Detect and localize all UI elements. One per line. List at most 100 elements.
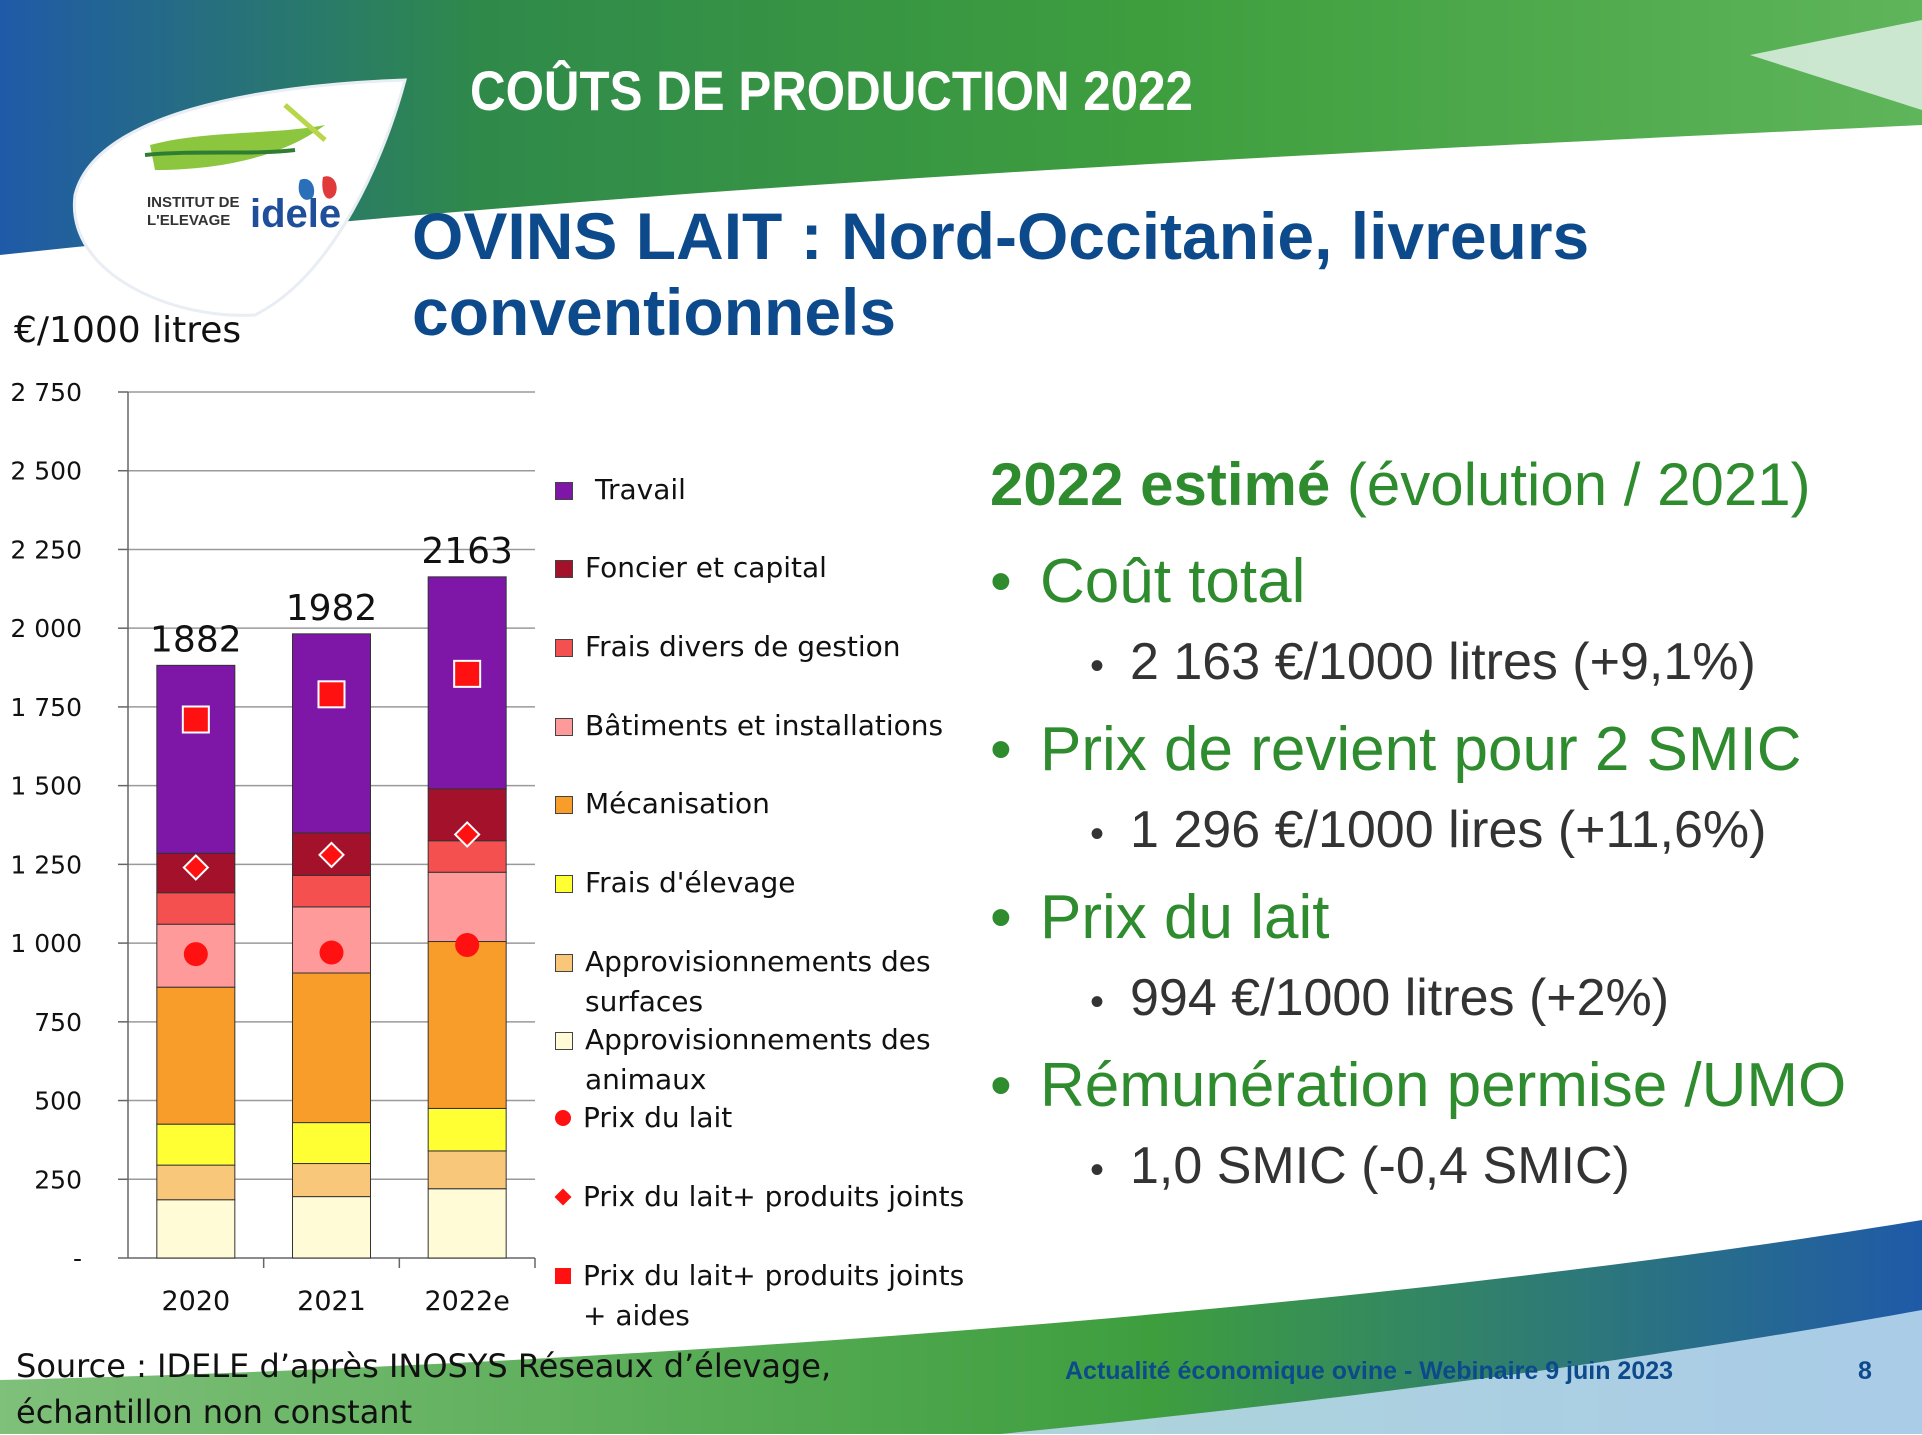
y-tick-label: 1 250 [10,850,82,879]
header-background [0,0,1922,255]
marker-produits-joints-aides [317,680,346,709]
detail-text: 1,0 SMIC (-0,4 SMIC) [1130,1137,1630,1195]
y-tick-label: - [73,1244,82,1273]
x-tick-label: 2022e [425,1286,510,1317]
y-tick-label: 1 750 [10,693,82,722]
bar-segment [156,892,236,925]
legend-label: Approvisionnements des surfaces [585,945,931,1018]
legend-label: Prix du lait+ produits joints + aides [583,1259,965,1332]
y-tick-label: 2 000 [10,614,82,643]
bar-segment [427,941,507,1109]
bar-segment [292,1196,371,1259]
bullet-remuneration: • Rémunération permise /UMO [990,1051,1847,1120]
legend-item: Prix du lait+ produits joints [554,1177,965,1217]
legend-item: Frais d'élevage [555,863,795,903]
logo-text-line1: INSTITUT DE [147,194,240,211]
legend-swatch [554,1188,572,1206]
bullet-prix-du-lait: • Prix du lait [990,883,1330,952]
summary-title-rest: (évolution / 2021) [1330,451,1811,518]
legend-label: Approvisionnements des animaux [585,1023,931,1096]
source-note: Source : IDELE d’après INOSYS Réseaux d’… [16,1347,832,1431]
legend-swatch [555,1268,571,1284]
page-number: 8 [1858,1357,1872,1385]
bar-segment [427,871,507,943]
legend-swatch [555,482,573,500]
bar-segment [156,1199,236,1259]
detail-cout-total: • 2 163 €/1000 litres (+9,1%) [1090,633,1756,691]
legend-item: Foncier et capital [555,548,827,588]
marker-prix-du-lait [183,942,208,967]
detail-prix-de-revient: • 1 296 €/1000 lires (+11,6%) [1090,801,1767,859]
legend-label: Travail [595,473,686,506]
bar-segment [156,986,236,1125]
bullet-label: Coût total [1040,547,1306,616]
legend-item: Mécanisation [555,784,770,824]
total-label: 1882 [150,619,242,660]
y-tick-label: 250 [34,1165,82,1194]
marker-prix-du-lait [319,940,344,965]
bullet-label: Prix du lait [1040,883,1330,952]
summary-title: 2022 estimé (évolution / 2021) [990,450,1811,519]
legend-item: Frais divers de gestion [555,627,900,667]
bar-segment [292,1122,371,1165]
marker-produits-joints-aides [453,659,482,688]
legend-item: Approvisionnements des animaux [555,1020,985,1100]
detail-text: 994 €/1000 litres (+2%) [1130,969,1670,1027]
logo-brand: idele [250,192,341,236]
detail-text: 1 296 €/1000 lires (+11,6%) [1130,801,1767,859]
detail-remuneration: • 1,0 SMIC (-0,4 SMIC) [1090,1137,1630,1195]
bar-segment [427,1188,507,1259]
x-tick-label: 2021 [297,1286,366,1317]
y-tick-label: 2 500 [10,457,82,486]
slide-title: COÛTS DE PRODUCTION 2022 [470,59,1193,122]
legend-label: Mécanisation [585,787,770,820]
bar-segment [292,874,371,908]
legend-swatch [555,718,573,736]
y-tick-label: 2 750 [10,378,82,407]
legend-item: Prix du lait [555,1098,732,1138]
page-title: OVINS LAIT : Nord-Occitanie, livreurs co… [412,199,1590,349]
total-label: 1982 [286,588,378,629]
bullet-label: Prix de revient pour 2 SMIC [1040,715,1802,784]
detail-prix-du-lait: • 994 €/1000 litres (+2%) [1090,969,1670,1027]
legend-swatch [555,639,573,657]
legend-item: Prix du lait+ produits joints + aides [555,1256,985,1336]
legend-swatch [555,954,573,972]
legend-swatch [555,560,573,578]
legend-swatch [555,796,573,814]
legend-label: Frais d'élevage [585,866,796,899]
bullet-cout-total: • Coût total [990,547,1306,616]
chart-unit-label: €/1000 litres [14,310,242,351]
legend-item: Travail [555,470,686,510]
legend-label: Frais divers de gestion [585,630,901,663]
legend-swatch [555,1110,571,1126]
total-label: 2163 [421,531,513,572]
bar-segment [156,664,236,854]
y-tick-label: 500 [34,1087,82,1116]
marker-produits-joints [182,854,210,881]
bar-segment [292,1163,371,1198]
legend-swatch [555,1032,573,1050]
legend-swatch [555,875,573,893]
bullet-prix-de-revient: • Prix de revient pour 2 SMIC [990,715,1802,784]
marker-produits-joints-aides [181,705,210,734]
bar-segment [156,1123,236,1166]
legend-item: Bâtiments et installations [555,706,943,746]
stacked-bar-chart: - 250 500 750 1 000 1 250 1 500 1 750 2 000 2 250… [10,378,536,1317]
idele-logo: INSTITUT DE L'ELEVAGE idele [72,78,407,317]
footer-background [0,1220,1922,1434]
legend-label: Prix du lait [583,1101,733,1134]
x-tick-label: 2020 [161,1286,230,1317]
legend-label: Prix du lait+ produits joints [583,1180,965,1213]
y-tick-label: 1 500 [10,772,82,801]
legend-label: Foncier et capital [585,551,827,584]
marker-produits-joints [453,821,481,848]
detail-text: 2 163 €/1000 litres (+9,1%) [1130,633,1756,691]
summary-title-bold: 2022 estimé [990,451,1331,518]
marker-produits-joints [318,841,345,869]
legend-item: Approvisionnements des surfaces [555,942,985,1022]
marker-prix-du-lait [455,932,480,957]
bar-segment [156,1164,236,1201]
y-tick-label: 1 000 [10,929,82,958]
bar-segment [292,633,371,834]
